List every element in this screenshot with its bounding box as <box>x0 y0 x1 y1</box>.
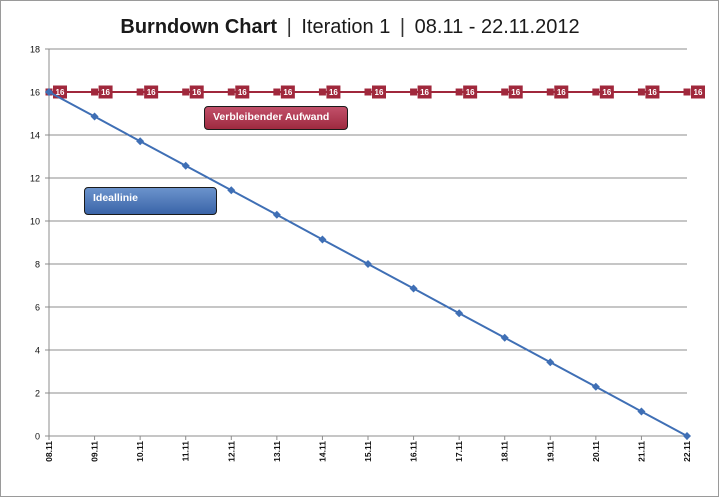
x-tick-label: 09.11 <box>90 441 100 462</box>
remaining-effort-point <box>637 88 645 96</box>
data-label-box <box>508 85 523 99</box>
x-tick-label: 19.11 <box>545 441 555 462</box>
data-label-box <box>417 85 432 99</box>
ideal-point <box>181 161 190 170</box>
data-label: 16 <box>375 88 384 97</box>
y-tick-label: 14 <box>30 131 40 141</box>
data-label: 16 <box>101 88 110 97</box>
x-tick-label: 08.11 <box>44 441 54 462</box>
title-separator: | <box>286 16 292 38</box>
x-tick-label: 18.11 <box>500 441 510 462</box>
data-label-box <box>691 85 705 99</box>
data-label-box <box>645 85 660 99</box>
remaining-effort-point <box>136 88 144 96</box>
x-tick-label: 20.11 <box>591 441 601 462</box>
ideal-point <box>409 284 418 293</box>
ideal-point <box>546 358 555 367</box>
data-label: 16 <box>329 88 338 97</box>
ideal-point <box>637 407 646 416</box>
legend-remaining-effort: Verbleibender Aufwand <box>204 106 348 130</box>
y-tick-label: 0 <box>35 432 40 442</box>
remaining-effort-point <box>364 88 372 96</box>
data-label: 16 <box>694 88 703 97</box>
data-label: 16 <box>466 88 475 97</box>
ideal-point <box>500 333 509 342</box>
remaining-effort-point <box>318 88 326 96</box>
data-label-box <box>235 85 250 99</box>
remaining-effort-point <box>683 88 691 96</box>
ideal-point <box>591 382 600 391</box>
remaining-effort-point <box>273 88 281 96</box>
data-label-box <box>599 85 614 99</box>
remaining-effort-point <box>227 88 235 96</box>
data-label-box <box>144 85 159 99</box>
data-label-box <box>189 85 204 99</box>
x-tick-label: 16.11 <box>409 441 419 462</box>
y-tick-label: 6 <box>35 303 40 313</box>
ideal-point <box>455 309 464 318</box>
y-tick-label: 10 <box>30 217 40 227</box>
data-label-box <box>463 85 478 99</box>
data-label: 16 <box>602 88 611 97</box>
y-tick-label: 8 <box>35 260 40 270</box>
data-label-box <box>372 85 386 99</box>
chart-title: Burndown Chart | Iteration 1 | 08.11 - 2… <box>0 16 700 39</box>
x-tick-label: 14.11 <box>317 441 327 462</box>
x-tick-label: 10.11 <box>135 441 145 462</box>
data-label-box <box>280 85 295 99</box>
remaining-effort-point <box>455 88 463 96</box>
data-label: 16 <box>420 88 429 97</box>
x-tick-label: 17.11 <box>454 441 464 462</box>
data-label: 16 <box>283 88 292 97</box>
ideal-point <box>683 432 691 440</box>
data-label: 16 <box>147 88 156 97</box>
remaining-effort-point <box>182 88 190 96</box>
x-tick-label: 13.11 <box>272 441 282 462</box>
remaining-effort-point <box>592 88 600 96</box>
x-tick-label: 12.11 <box>226 441 236 462</box>
data-label: 16 <box>557 88 566 97</box>
chart-title-main: Burndown Chart <box>120 16 278 38</box>
x-tick-label: 11.11 <box>181 441 191 462</box>
y-tick-label: 2 <box>35 389 40 399</box>
data-label-box <box>554 85 569 99</box>
remaining-effort-point <box>91 88 99 96</box>
legend-ideal-line: Ideallinie <box>84 187 217 215</box>
ideal-point <box>272 210 281 219</box>
ideal-point <box>318 235 327 244</box>
data-label-box <box>98 85 113 99</box>
y-tick-label: 4 <box>35 346 40 356</box>
remaining-effort-point <box>410 88 418 96</box>
ideal-point <box>45 88 53 96</box>
data-label: 16 <box>648 88 657 97</box>
ideal-point <box>364 260 372 268</box>
data-label: 16 <box>238 88 247 97</box>
title-separator: | <box>399 16 406 38</box>
ideal-point <box>136 137 145 146</box>
ideal-point <box>90 112 99 121</box>
data-label: 16 <box>56 88 65 97</box>
ideal-point <box>227 186 236 195</box>
y-tick-label: 18 <box>30 45 40 55</box>
data-label: 16 <box>192 88 201 97</box>
chart-title-iteration: Iteration 1 <box>301 16 391 38</box>
remaining-effort-point <box>501 88 509 96</box>
x-tick-label: 21.11 <box>636 441 646 462</box>
chart-title-dates: 08.11 - 22.11.2012 <box>414 16 580 38</box>
x-tick-label: 22.11 <box>682 441 692 462</box>
x-tick-label: 15.11 <box>363 441 373 462</box>
y-tick-label: 16 <box>30 88 40 98</box>
remaining-effort-point <box>546 88 554 96</box>
data-label-box <box>326 85 341 99</box>
data-label: 16 <box>511 88 520 97</box>
y-tick-label: 12 <box>30 174 40 184</box>
